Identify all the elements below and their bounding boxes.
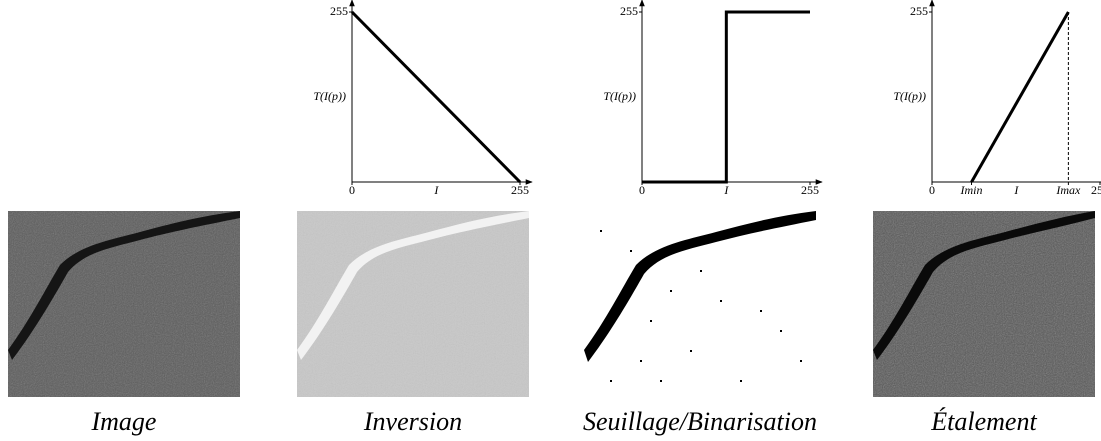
caption: Inversion — [363, 407, 462, 436]
x-tick-label: 255 — [1091, 183, 1101, 197]
y-axis-label: T(I(p)) — [313, 89, 346, 103]
transfer-line — [352, 12, 520, 182]
image-threshold — [584, 211, 816, 397]
x-tick-label: Imax — [1055, 183, 1081, 197]
x-tick-label: 255 — [511, 183, 529, 197]
transfer-line — [972, 12, 1069, 182]
image-inverted — [297, 211, 529, 397]
transfer-line — [642, 12, 810, 182]
y-axis-label: T(I(p)) — [893, 89, 926, 103]
caption: Seuillage/Binarisation — [583, 407, 817, 436]
x-tick-label: 0 — [929, 183, 935, 197]
y-axis-label: T(I(p)) — [603, 89, 636, 103]
image-original — [8, 211, 240, 397]
caption: Image — [91, 407, 157, 436]
caption: Étalement — [930, 407, 1037, 436]
x-axis-label: I — [1013, 183, 1019, 197]
x-tick-label: 0 — [349, 183, 355, 197]
x-tick-label: Imin — [960, 183, 983, 197]
x-axis-label: I — [723, 183, 729, 197]
y-tick-label: 255 — [910, 4, 928, 18]
x-tick-label: 255 — [801, 183, 819, 197]
image-stretched — [873, 211, 1095, 397]
x-tick-label: 0 — [639, 183, 645, 197]
y-tick-label: 255 — [330, 4, 348, 18]
y-tick-label: 255 — [620, 4, 638, 18]
x-axis-label: I — [433, 183, 439, 197]
figure: T(I(p)) I 255 0 255 T(I(p)) I 255 0 255 T(I(p)) I 25… — [0, 0, 1101, 441]
